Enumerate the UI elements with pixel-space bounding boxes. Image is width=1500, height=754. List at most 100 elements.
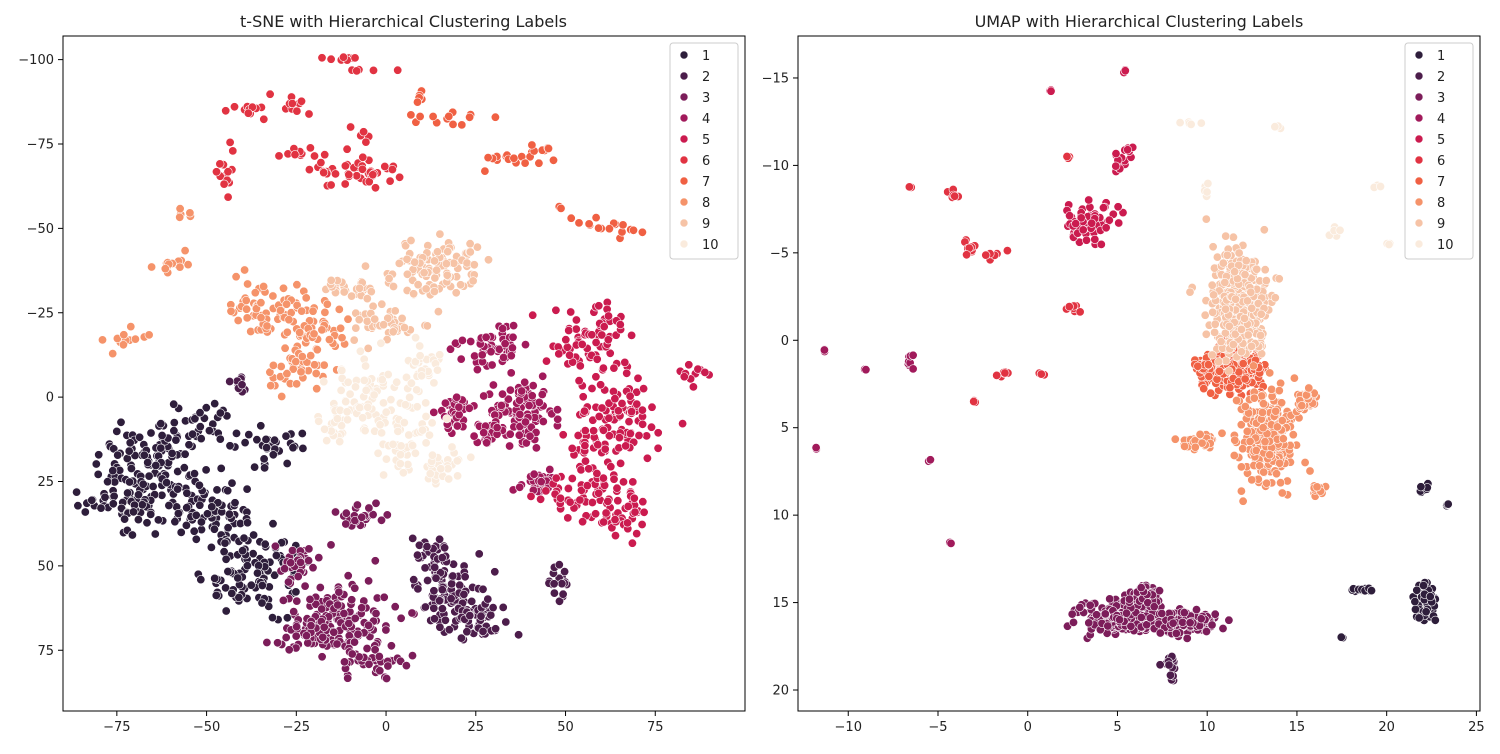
scatter-point [430, 273, 440, 283]
scatter-point [412, 97, 422, 107]
scatter-point [349, 637, 359, 647]
scatter-point [1300, 457, 1310, 467]
scatter-point [297, 352, 307, 362]
scatter-point [123, 488, 133, 498]
scatter-point [601, 508, 611, 518]
scatter-point [402, 269, 412, 279]
tsne-legend: 1 2 3 4 5 6 7 8 9 10 [669, 42, 739, 260]
scatter-point [240, 438, 250, 448]
scatter-point [625, 429, 635, 439]
scatter-point [212, 485, 222, 495]
scatter-point [598, 363, 608, 373]
scatter-point [332, 639, 342, 649]
scatter-point [216, 463, 226, 473]
scatter-point [370, 183, 380, 193]
scatter-point [1304, 383, 1314, 393]
scatter-point [230, 102, 240, 112]
scatter-point [358, 413, 368, 423]
scatter-point [598, 473, 608, 483]
scatter-point [298, 443, 308, 453]
legend-marker [679, 176, 689, 186]
scatter-point [1090, 234, 1100, 244]
scatter-point [412, 402, 422, 412]
scatter-point [1443, 499, 1453, 509]
scatter-point [573, 430, 583, 440]
scatter-point [1111, 149, 1121, 159]
cluster-8-points [98, 204, 353, 401]
scatter-point [1179, 608, 1189, 618]
scatter-point [366, 287, 376, 297]
scatter-point [399, 418, 409, 428]
scatter-point [624, 417, 634, 427]
scatter-point [306, 621, 316, 631]
scatter-point [634, 430, 644, 440]
scatter-point [180, 449, 190, 459]
scatter-point [397, 313, 407, 323]
scatter-point [349, 335, 359, 345]
scatter-point [525, 431, 535, 441]
scatter-point [480, 166, 490, 176]
legend-marker [679, 113, 689, 123]
cluster-3-points [1063, 580, 1234, 643]
scatter-point [238, 546, 248, 556]
scatter-point [479, 428, 489, 438]
scatter-point [287, 545, 297, 555]
scatter-point [437, 553, 447, 563]
scatter-point [410, 257, 420, 267]
scatter-point [1247, 303, 1257, 313]
scatter-point [1260, 437, 1270, 447]
scatter-point [363, 402, 373, 412]
scatter-point [515, 409, 525, 419]
scatter-point [382, 673, 392, 683]
scatter-point [201, 403, 211, 413]
scatter-point [1084, 195, 1094, 205]
scatter-point [378, 398, 388, 408]
scatter-point [1247, 341, 1257, 351]
scatter-point [1271, 406, 1281, 416]
scatter-point [509, 153, 519, 163]
scatter-point [421, 438, 431, 448]
scatter-point [173, 484, 183, 494]
scatter-point [432, 365, 442, 375]
scatter-point [437, 585, 447, 595]
scatter-point [242, 313, 252, 323]
umap-axes-frame [797, 35, 1481, 712]
scatter-point [402, 254, 412, 264]
scatter-point [538, 371, 548, 381]
scatter-point [420, 563, 430, 573]
scatter-point [1120, 66, 1130, 76]
scatter-point [359, 375, 369, 385]
scatter-point [211, 590, 221, 600]
scatter-point [627, 538, 637, 548]
scatter-point [599, 322, 609, 332]
scatter-point [408, 440, 418, 450]
tsne-ticks: −75 −50 −25 0 25 50 75 −100 −75 −50 −25 0 25 50 75 [18, 53, 663, 735]
scatter-point [1276, 478, 1286, 488]
scatter-point [486, 610, 496, 620]
scatter-point [1216, 337, 1226, 347]
scatter-point [343, 314, 353, 324]
scatter-point [320, 150, 330, 160]
scatter-point [599, 517, 609, 527]
umap-points [811, 65, 1453, 685]
scatter-point [1312, 482, 1322, 492]
scatter-point [304, 109, 314, 119]
scatter-point [262, 321, 272, 331]
scatter-point [312, 345, 322, 355]
scatter-point [1096, 239, 1106, 249]
x-tick-label: −10 [835, 720, 862, 735]
scatter-point [392, 377, 402, 387]
scatter-point [653, 428, 663, 438]
y-tick-label: 25 [37, 475, 54, 490]
scatter-point [594, 411, 604, 421]
scatter-point [175, 212, 185, 222]
scatter-point [278, 595, 288, 605]
scatter-point [249, 530, 259, 540]
scatter-point [221, 106, 231, 116]
scatter-point [256, 421, 266, 431]
scatter-point [567, 473, 577, 483]
scatter-point [1185, 618, 1195, 628]
legend-label: 6 [702, 154, 710, 169]
scatter-point [125, 438, 135, 448]
scatter-point [481, 332, 491, 342]
